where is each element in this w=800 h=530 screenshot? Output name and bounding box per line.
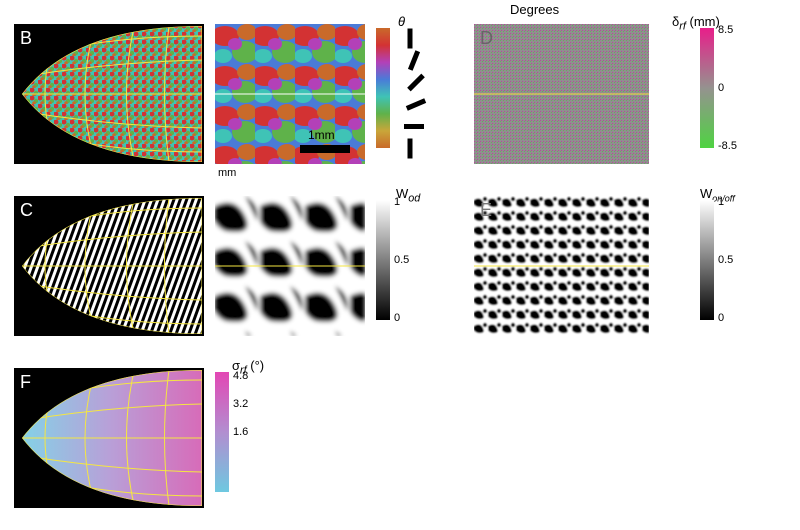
panel-E-tick-0: 0 bbox=[718, 312, 724, 324]
panel-D-colorbar bbox=[700, 28, 714, 148]
panel-C-tick-05: 0.5 bbox=[394, 254, 409, 266]
panel-E-cbar-sym: W bbox=[700, 186, 712, 201]
panel-F-left-map bbox=[14, 368, 204, 508]
panel-D-cbar-sub: rf bbox=[679, 21, 686, 33]
panel-C-colorbar bbox=[376, 200, 390, 320]
panel-B-colorbar bbox=[376, 28, 390, 148]
panel-D-tick-85: 8.5 bbox=[718, 24, 733, 36]
panel-B-axis-label: mm bbox=[218, 167, 236, 179]
orient-bar-45 bbox=[407, 74, 425, 92]
panel-C-cbar-sub: od bbox=[408, 193, 420, 205]
degrees-label: Degrees bbox=[510, 2, 559, 17]
panel-B-left-map bbox=[14, 24, 204, 164]
panel-D-cbar-unit: (mm) bbox=[686, 14, 720, 29]
orient-bar-67 bbox=[408, 50, 420, 70]
panel-F-tick-32: 3.2 bbox=[233, 398, 248, 410]
panel-D-map bbox=[474, 24, 649, 164]
panel-F-tick-48: 4.8 bbox=[233, 370, 248, 382]
panel-E-tick-05: 0.5 bbox=[718, 254, 733, 266]
panel-F-label: F bbox=[20, 372, 31, 393]
orient-bar-0 bbox=[404, 124, 424, 129]
panel-B-label: B bbox=[20, 28, 32, 49]
orient-bar-neg22 bbox=[408, 139, 413, 159]
panel-B-scalebar-label: 1mm bbox=[308, 128, 335, 142]
panel-F-colorbar bbox=[215, 372, 229, 492]
panel-E-tick-1: 1 bbox=[718, 196, 724, 208]
panel-C-left-map bbox=[14, 196, 204, 336]
panel-D-tick-n85: -8.5 bbox=[718, 140, 737, 152]
panel-D-tick-0: 0 bbox=[718, 82, 724, 94]
panel-E-colorbar bbox=[700, 200, 714, 320]
orient-bar-22 bbox=[406, 98, 426, 110]
panel-B-scalebar bbox=[300, 145, 350, 153]
panel-C-tick-0: 0 bbox=[394, 312, 400, 324]
panel-C-right-zoom bbox=[215, 196, 365, 336]
panel-F-cbar-unit: (°) bbox=[247, 358, 264, 373]
panel-B-right-zoom bbox=[215, 24, 365, 164]
orient-bar-90 bbox=[408, 29, 413, 49]
panel-E-label: E bbox=[480, 200, 492, 221]
panel-C-label: C bbox=[20, 200, 33, 221]
panel-D-label: D bbox=[480, 28, 493, 49]
panel-C-tick-1: 1 bbox=[394, 196, 400, 208]
panel-F-tick-16: 1.6 bbox=[233, 426, 248, 438]
panel-E-map bbox=[474, 196, 649, 336]
panel-B-colorbar-title: θ bbox=[398, 14, 405, 29]
